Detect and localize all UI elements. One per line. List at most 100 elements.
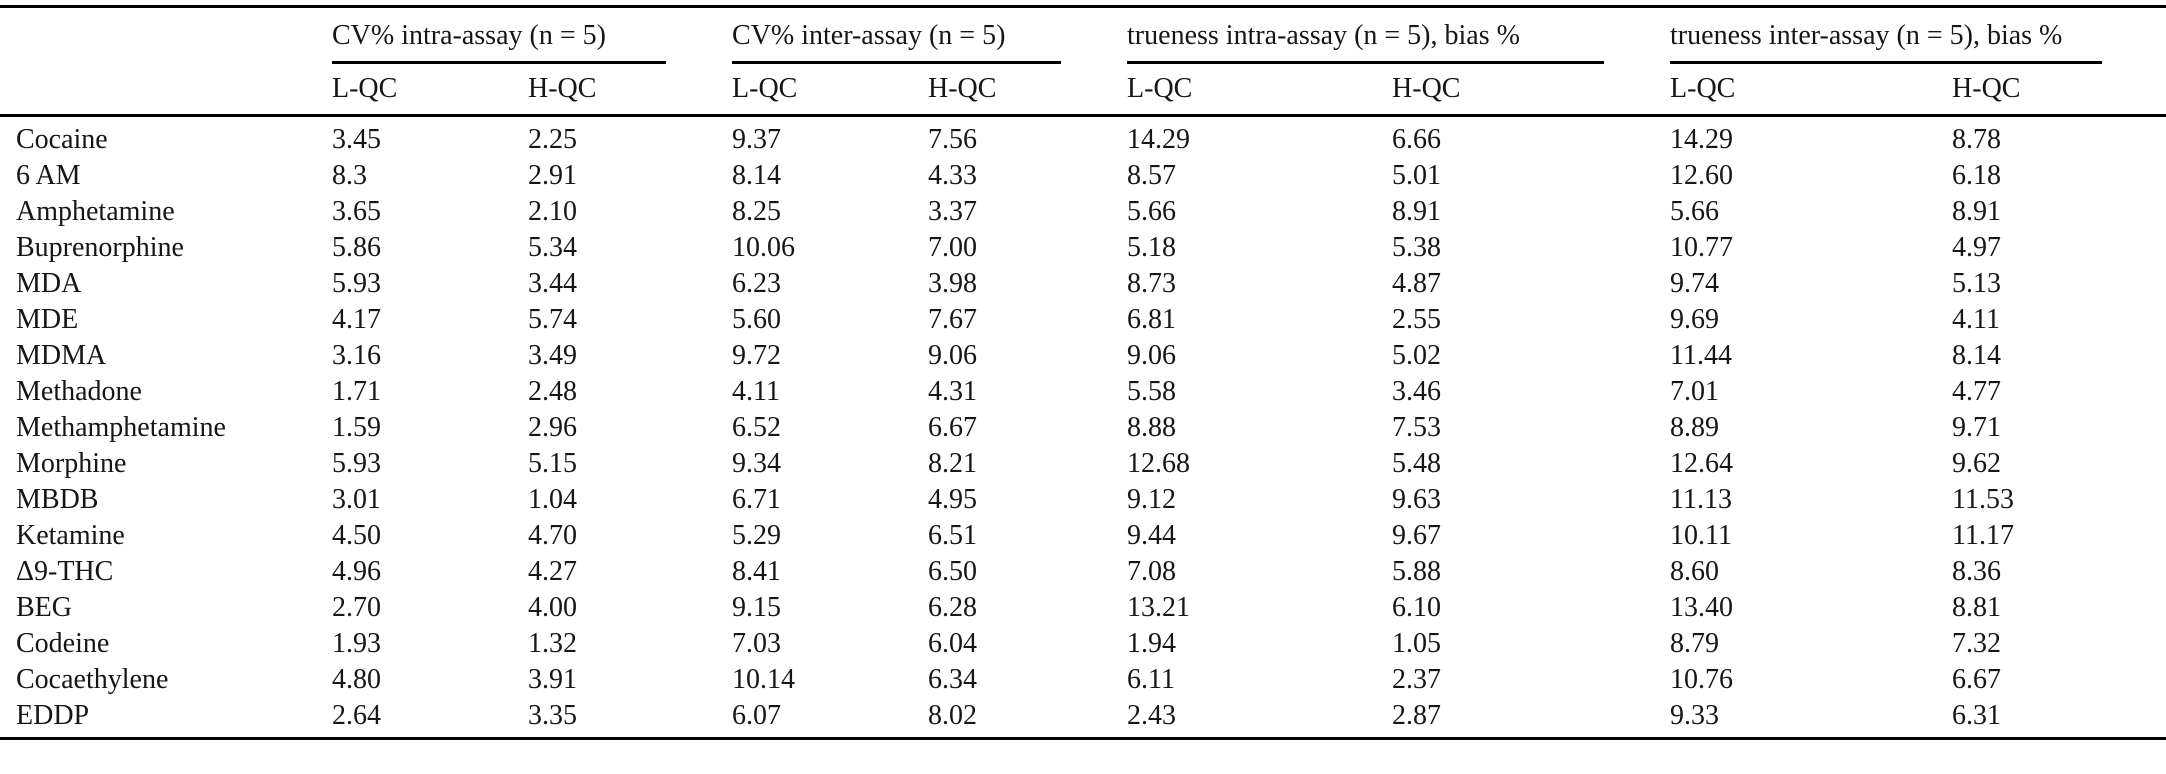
value-cell: 7.03 (732, 628, 782, 659)
value-cell: 9.69 (1670, 304, 1720, 335)
value-cell: 5.38 (1392, 232, 1442, 263)
sub-header-row: L-QC H-QC L-QC H-QC L-QC H-QC L-QC H-QC (0, 64, 2166, 117)
column-group-label: trueness intra-assay (n = 5), bias % (1127, 20, 1605, 64)
table-row: MBDB 3.01 1.04 6.71 4.95 9.12 9.63 11.13 11.53 (0, 482, 2166, 518)
value-cell: 8.21 (928, 448, 978, 479)
value-cell: 3.01 (332, 484, 381, 515)
column-group-trueness-intra: trueness intra-assay (n = 5), bias % (1113, 7, 1656, 64)
table-row: Codeine 1.93 1.32 7.03 6.04 1.94 1.05 8.79 7.32 (0, 626, 2166, 662)
table-row: BEG 2.70 4.00 9.15 6.28 13.21 6.10 13.40 8.81 (0, 590, 2166, 626)
table-row: Buprenorphine 5.86 5.34 10.06 7.00 5.18 5.38 10… (0, 230, 2166, 266)
table-row: EDDP 2.64 3.35 6.07 8.02 2.43 2.87 9.33 6.31 (0, 698, 2166, 739)
sub-header-hqc: H-QC (1378, 64, 1657, 117)
value-cell: 4.97 (1952, 232, 2002, 263)
value-cell: 2.10 (528, 196, 577, 227)
value-cell: 3.46 (1392, 376, 1442, 407)
value-cell: 6.67 (1952, 664, 2002, 695)
value-cell: 3.35 (528, 700, 577, 731)
value-cell: 3.98 (928, 268, 978, 299)
value-cell: 2.96 (528, 412, 577, 443)
table-row: MDMA 3.16 3.49 9.72 9.06 9.06 5.02 11.44 8.14 (0, 338, 2166, 374)
value-cell: 6.52 (732, 412, 782, 443)
value-cell: 9.34 (732, 448, 782, 479)
value-cell: 8.25 (732, 196, 782, 227)
value-cell: 6.04 (928, 628, 978, 659)
value-cell: 1.32 (528, 628, 577, 659)
value-cell: 2.25 (528, 124, 577, 155)
value-cell: 4.17 (332, 304, 381, 335)
value-cell: 11.53 (1952, 484, 2014, 515)
value-cell: 1.93 (332, 628, 381, 659)
value-cell: 6.18 (1952, 160, 2002, 191)
analyte-name: Methadone (16, 376, 142, 407)
value-cell: 5.29 (732, 520, 782, 551)
value-cell: 10.11 (1670, 520, 1732, 551)
value-cell: 10.76 (1670, 664, 1734, 695)
value-cell: 8.89 (1670, 412, 1720, 443)
value-cell: 5.88 (1392, 556, 1442, 587)
analyte-name: Buprenorphine (16, 232, 184, 263)
analyte-name: 6 AM (16, 160, 81, 191)
analyte-name: Δ9-THC (16, 556, 114, 587)
value-cell: 9.15 (732, 592, 782, 623)
value-cell: 8.79 (1670, 628, 1720, 659)
value-cell: 6.07 (732, 700, 782, 731)
value-cell: 8.14 (732, 160, 782, 191)
sub-header-lqc: L-QC (1113, 64, 1379, 117)
value-cell: 5.86 (332, 232, 381, 263)
table-row: MDA 5.93 3.44 6.23 3.98 8.73 4.87 9.74 5.13 (0, 266, 2166, 302)
value-cell: 5.66 (1670, 196, 1720, 227)
value-cell: 4.96 (332, 556, 381, 587)
sub-header-hqc: H-QC (1938, 64, 2166, 117)
column-group-label: CV% inter-assay (n = 5) (732, 20, 1062, 64)
analyte-name: MDMA (16, 340, 107, 371)
value-cell: 4.11 (1952, 304, 2000, 335)
value-cell: 3.49 (528, 340, 577, 371)
sub-header-hqc: H-QC (514, 64, 719, 117)
value-cell: 5.34 (528, 232, 577, 263)
value-cell: 8.57 (1127, 160, 1177, 191)
value-cell: 9.71 (1952, 412, 2002, 443)
value-cell: 5.60 (732, 304, 782, 335)
value-cell: 6.51 (928, 520, 978, 551)
value-cell: 2.64 (332, 700, 381, 731)
value-cell: 9.06 (1127, 340, 1177, 371)
value-cell: 6.34 (928, 664, 978, 695)
value-cell: 9.12 (1127, 484, 1177, 515)
value-cell: 4.00 (528, 592, 577, 623)
value-cell: 5.93 (332, 268, 381, 299)
value-cell: 11.44 (1670, 340, 1732, 371)
column-group-cv-inter: CV% inter-assay (n = 5) (718, 7, 1113, 64)
analyte-name: Methamphetamine (16, 412, 226, 443)
value-cell: 8.91 (1392, 196, 1442, 227)
analyte-name: Cocaethylene (16, 664, 169, 695)
value-cell: 2.43 (1127, 700, 1177, 731)
value-cell: 3.45 (332, 124, 381, 155)
value-cell: 6.10 (1392, 592, 1442, 623)
value-cell: 7.32 (1952, 628, 2002, 659)
value-cell: 12.68 (1127, 448, 1191, 479)
value-cell: 9.33 (1670, 700, 1720, 731)
value-cell: 11.13 (1670, 484, 1732, 515)
value-cell: 1.94 (1127, 628, 1177, 659)
analyte-name: MBDB (16, 484, 99, 515)
table-row: MDE 4.17 5.74 5.60 7.67 6.81 2.55 9.69 4.11 (0, 302, 2166, 338)
value-cell: 5.58 (1127, 376, 1177, 407)
value-cell: 5.18 (1127, 232, 1177, 263)
column-group-label: CV% intra-assay (n = 5) (332, 20, 667, 64)
table-body: Cocaine 3.45 2.25 9.37 7.56 14.29 6.66 14.29 8.7… (0, 116, 2166, 739)
value-cell: 5.15 (528, 448, 577, 479)
column-group-header-row: CV% intra-assay (n = 5) CV% inter-assay … (0, 7, 2166, 64)
value-cell: 7.53 (1392, 412, 1442, 443)
value-cell: 2.87 (1392, 700, 1442, 731)
value-cell: 8.3 (332, 160, 367, 191)
analyte-name: Ketamine (16, 520, 125, 551)
value-cell: 8.78 (1952, 124, 2002, 155)
value-cell: 3.44 (528, 268, 577, 299)
value-cell: 4.50 (332, 520, 381, 551)
analyte-column-spacer (0, 64, 318, 117)
analyte-name: Amphetamine (16, 196, 175, 227)
value-cell: 3.65 (332, 196, 381, 227)
value-cell: 12.60 (1670, 160, 1734, 191)
value-cell: 7.00 (928, 232, 978, 263)
